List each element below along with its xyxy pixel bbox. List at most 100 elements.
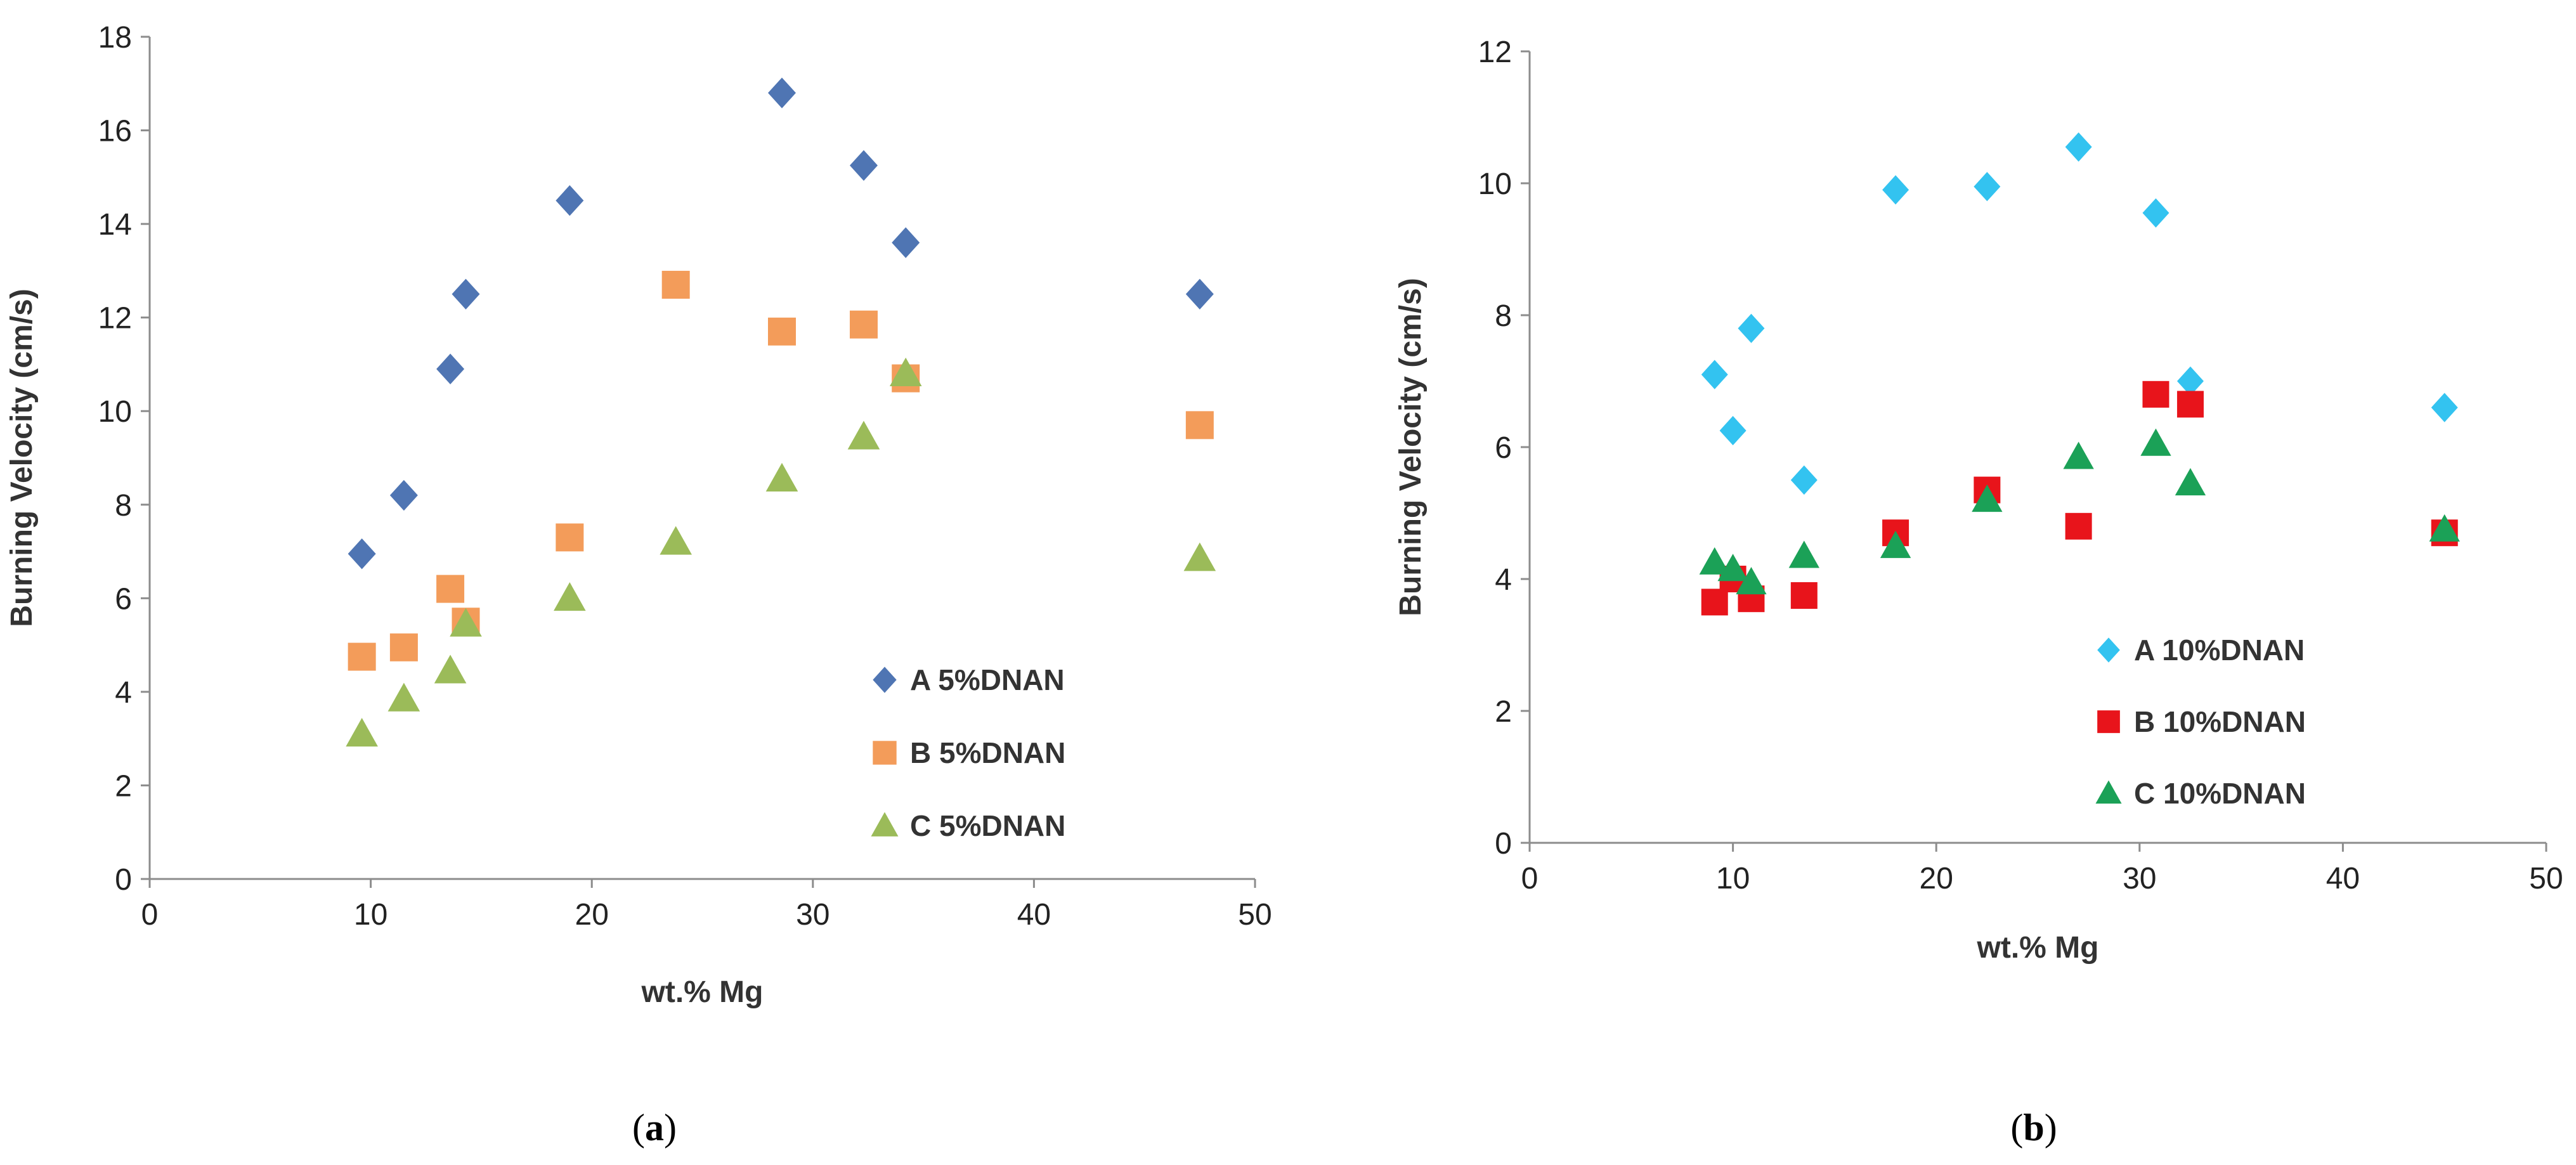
figure-caption: (a) <box>632 1107 677 1149</box>
data-point <box>2142 381 2169 408</box>
data-point <box>1183 542 1216 571</box>
data-point <box>1701 360 1728 389</box>
data-point <box>889 357 922 386</box>
data-point <box>765 462 798 491</box>
y-tick-label: 6 <box>115 582 132 616</box>
x-tick-label: 20 <box>575 898 609 932</box>
y-tick-label: 12 <box>98 302 132 335</box>
data-point <box>2175 468 2206 496</box>
data-point <box>1790 465 1818 495</box>
data-point <box>436 575 465 603</box>
data-point <box>2065 132 2092 162</box>
data-point <box>2176 391 2204 418</box>
x-tick-label: 50 <box>2529 862 2563 895</box>
x-tick-label: 40 <box>2326 862 2360 895</box>
data-point <box>1882 175 1909 205</box>
data-point <box>661 271 690 299</box>
data-point <box>1788 540 1819 568</box>
y-tick-label: 10 <box>1478 167 1512 201</box>
data-point <box>1701 589 1728 616</box>
y-tick-label: 8 <box>115 489 132 523</box>
x-tick-label: 0 <box>141 898 159 932</box>
y-tick-label: 12 <box>1478 36 1512 69</box>
data-point <box>452 278 480 309</box>
data-point <box>2063 441 2094 469</box>
chart-a: 0 10 20 30 40 50 0 2 4 6 8 10 12 14 16 18 wt.% Mg Burning… <box>5 21 1272 1149</box>
y-tick-label: 10 <box>98 395 132 429</box>
data-point <box>2176 366 2204 396</box>
legend-label: B 10%DNAN <box>2134 705 2306 738</box>
data-point <box>2140 428 2171 456</box>
data-point <box>2431 393 2458 422</box>
legend-marker <box>873 667 897 693</box>
data-point <box>767 317 796 346</box>
y-tick-label: 0 <box>1495 827 1512 861</box>
data-point <box>1185 278 1214 309</box>
legend-marker <box>2095 780 2122 804</box>
data-point <box>556 523 584 552</box>
chart-b: 0 10 20 30 40 50 0 2 4 6 8 10 12 wt.% Mg Burning Veloc… <box>1394 36 2563 1149</box>
y-tick-label: 6 <box>1495 431 1512 465</box>
legend-label: C 5%DNAN <box>910 809 1065 842</box>
data-point <box>348 538 376 569</box>
x-tick-label: 20 <box>1920 862 1953 895</box>
y-tick-label: 18 <box>98 21 132 55</box>
figure-caption: (b) <box>2010 1107 2057 1149</box>
x-tick-label: 30 <box>796 898 829 932</box>
y-tick-label: 2 <box>1495 695 1512 729</box>
data-point <box>2065 512 2092 540</box>
data-point <box>1717 554 1748 582</box>
data-point <box>1699 547 1730 575</box>
data-point <box>892 227 920 258</box>
data-point <box>450 608 482 637</box>
x-tick-label: 10 <box>354 898 387 932</box>
data-point <box>387 682 420 712</box>
data-point <box>389 479 418 511</box>
legend-marker <box>2097 637 2120 663</box>
legend-marker <box>2097 710 2120 733</box>
x-axis-title: wt.% Mg <box>1977 931 2099 965</box>
data-point <box>1880 530 1911 558</box>
data-point <box>1790 582 1818 609</box>
data-point <box>348 642 376 671</box>
data-point <box>767 77 796 108</box>
data-point <box>1736 567 1767 595</box>
data-point <box>1974 172 2001 202</box>
data-point <box>434 654 467 684</box>
y-axis-title: Burning Velocity (cm/s) <box>5 289 39 627</box>
data-point <box>436 353 465 385</box>
x-tick-label: 50 <box>1238 898 1272 932</box>
data-point <box>849 310 878 339</box>
data-point <box>2429 514 2460 542</box>
y-tick-label: 4 <box>115 676 132 710</box>
legend-marker <box>873 741 897 765</box>
y-tick-label: 2 <box>115 769 132 803</box>
y-tick-label: 8 <box>1495 299 1512 333</box>
data-point <box>1719 415 1747 446</box>
data-point <box>1738 313 1765 343</box>
legend-label: C 10%DNAN <box>2134 777 2306 810</box>
y-tick-label: 14 <box>98 208 132 242</box>
y-tick-label: 0 <box>115 863 132 897</box>
x-tick-label: 10 <box>1716 862 1750 895</box>
data-point <box>389 633 418 661</box>
data-point <box>660 526 692 555</box>
data-point <box>1972 485 2003 512</box>
data-point <box>556 185 584 216</box>
x-tick-label: 0 <box>1521 862 1538 895</box>
x-axis-title: wt.% Mg <box>641 975 764 1009</box>
data-point <box>1185 411 1214 439</box>
data-point <box>554 582 586 611</box>
data-point <box>346 717 378 747</box>
y-tick-label: 16 <box>98 115 132 148</box>
data-point <box>2142 198 2169 228</box>
data-point <box>847 420 880 450</box>
y-axis-title: Burning Velocity (cm/s) <box>1394 278 1428 616</box>
y-tick-label: 4 <box>1495 563 1512 597</box>
legend-label: A 5%DNAN <box>910 663 1065 696</box>
x-tick-label: 40 <box>1017 898 1051 932</box>
legend-marker <box>871 812 899 836</box>
x-tick-label: 30 <box>2123 862 2156 895</box>
legend-label: B 5%DNAN <box>910 736 1065 769</box>
